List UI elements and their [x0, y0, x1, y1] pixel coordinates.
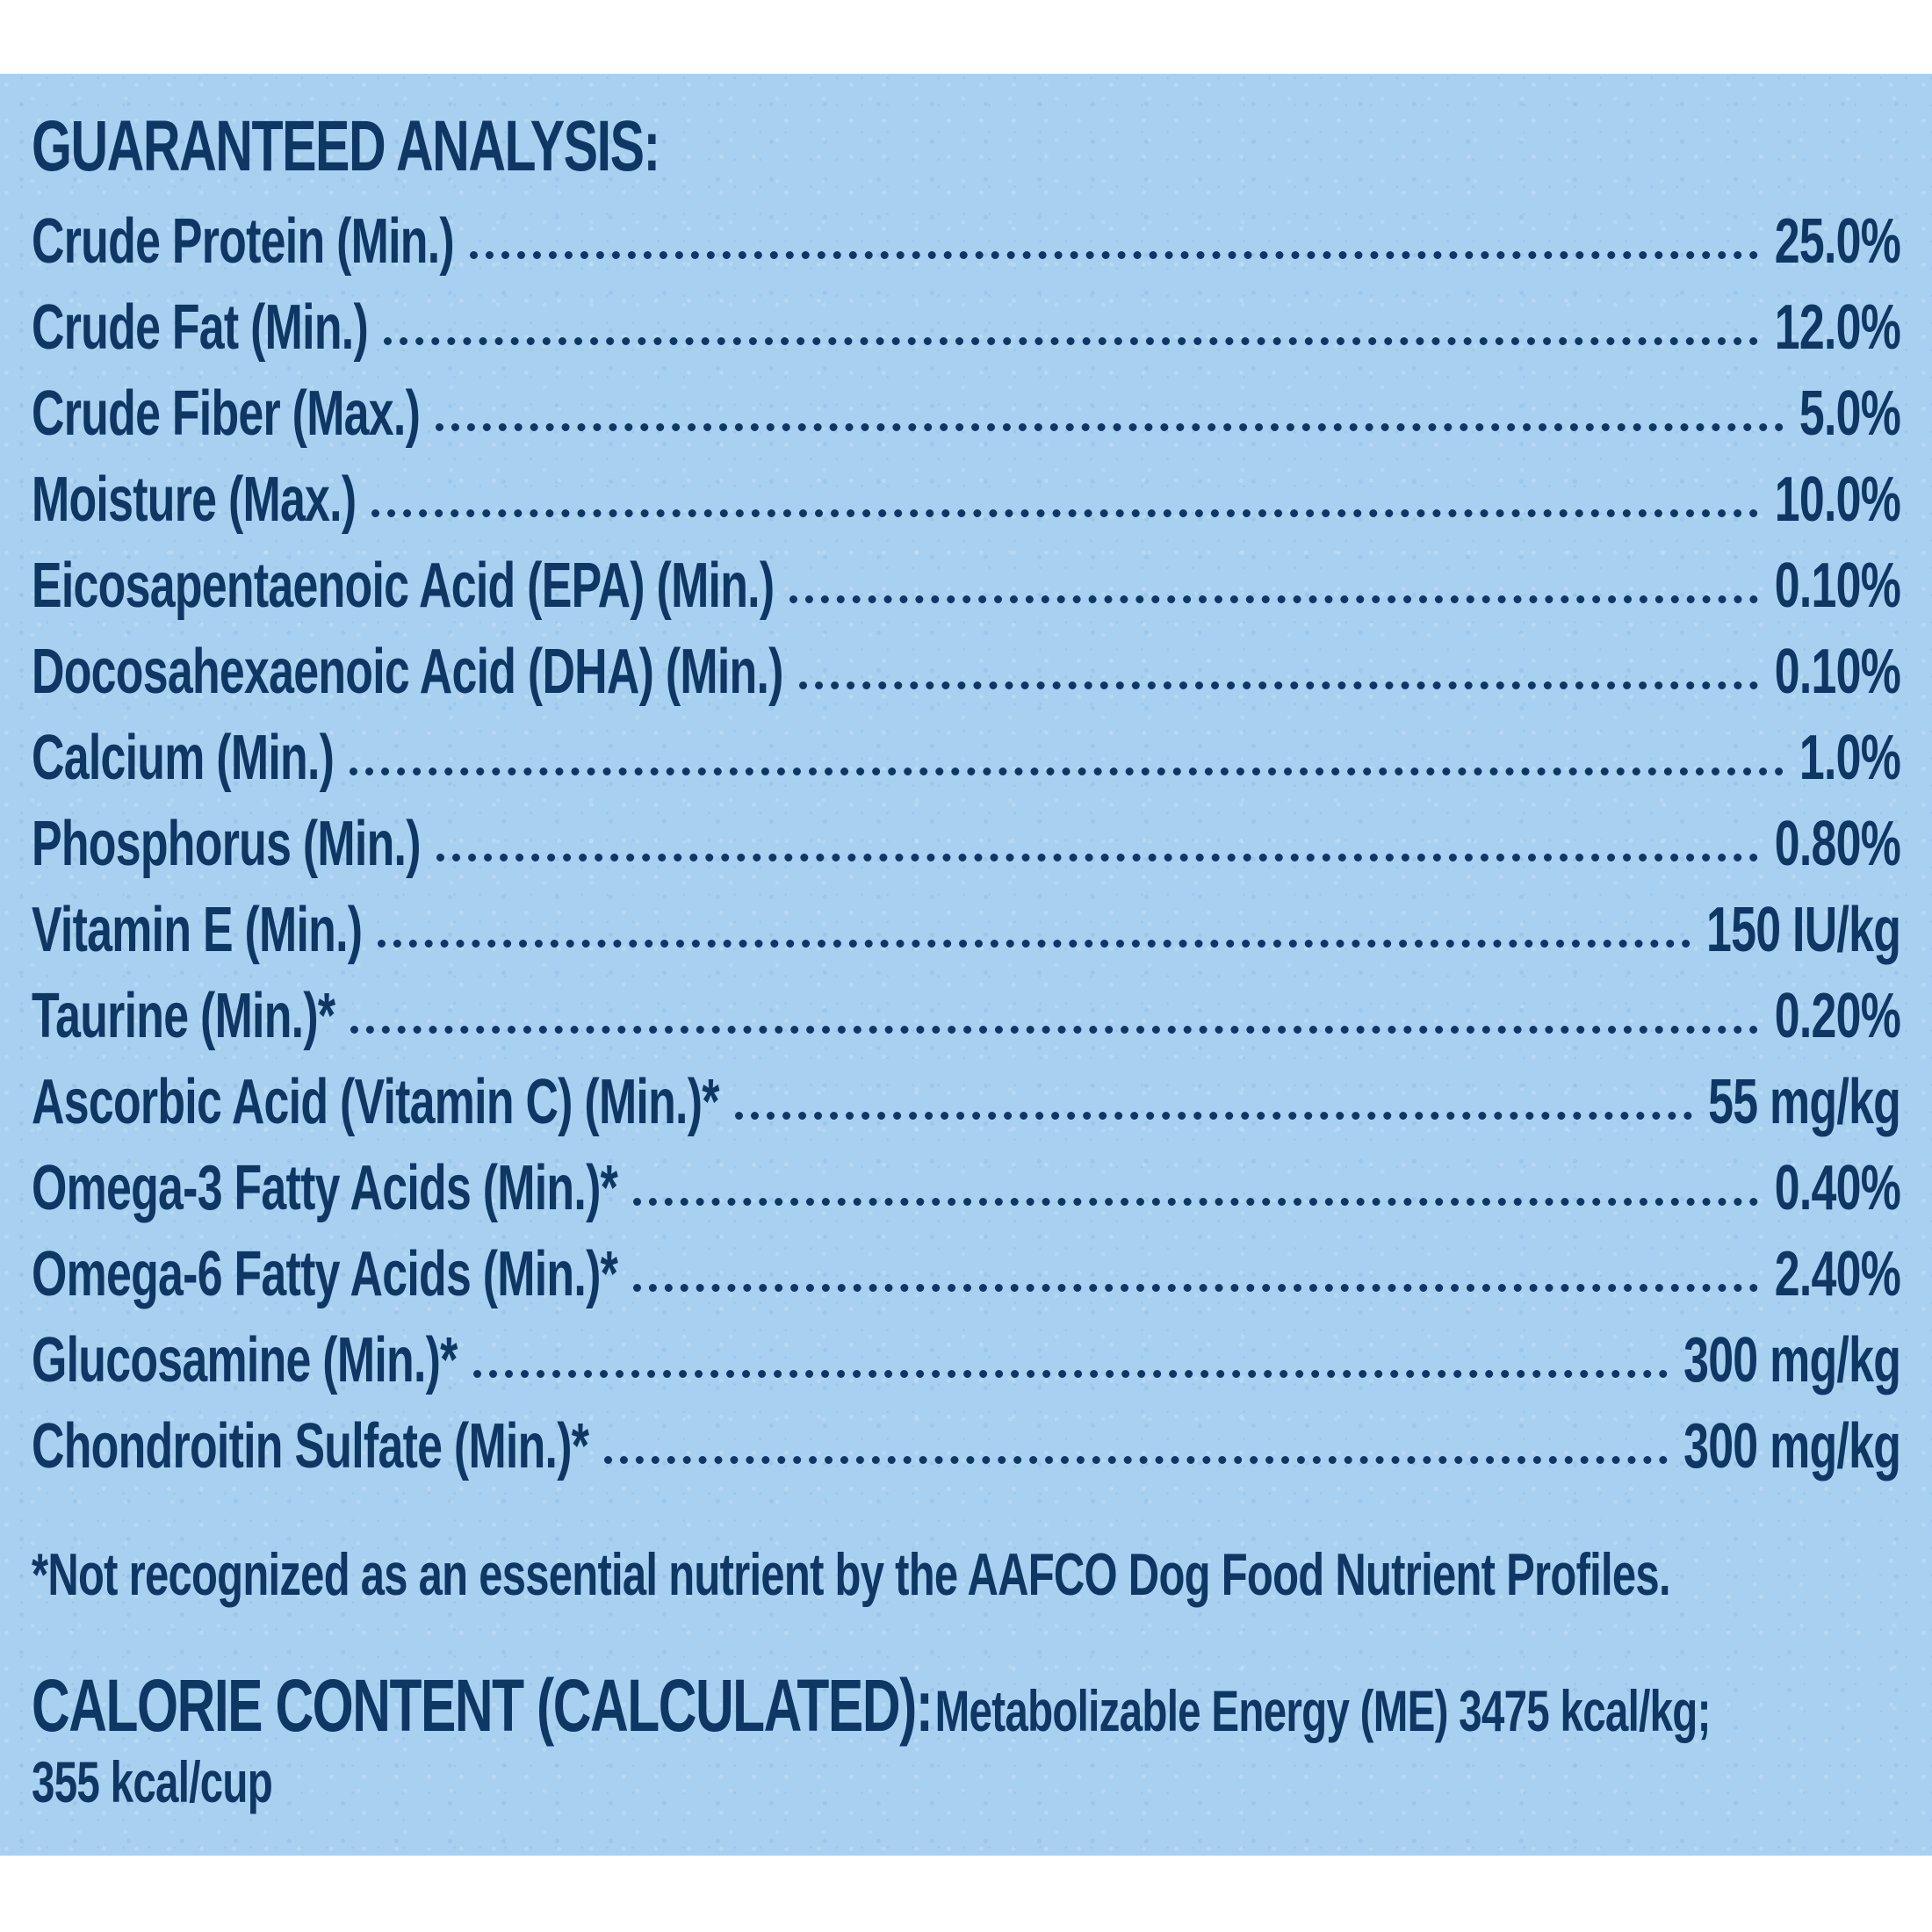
dot-leader [384, 320, 1759, 345]
dot-leader [472, 1352, 1668, 1378]
nutrient-value: 0.20% [1774, 981, 1901, 1051]
heading: GUARANTEED ANALYSIS: [32, 106, 660, 186]
calorie-title: CALORIE CONTENT (CALCULATED): [32, 1664, 934, 1747]
nutrient-value: 0.40% [1774, 1153, 1901, 1223]
calorie-text: Metabolizable Energy (ME) 3475 kcal/kg; [934, 1678, 1712, 1743]
analysis-row: Ascorbic Acid (Vitamin C) (Min.)* 55 mg/… [32, 1066, 1901, 1152]
nutrient-label: Glucosamine (Min.)* [32, 1325, 458, 1395]
nutrient-label: Omega-6 Fatty Acids (Min.)* [32, 1239, 618, 1309]
dot-leader [350, 1008, 1759, 1034]
dot-leader [371, 492, 1759, 517]
analysis-row: Moisture (Max.) 10.0% [32, 464, 1901, 550]
analysis-row: Vitamin E (Min.) 150 IU/kg [32, 894, 1901, 980]
nutrient-label: Crude Fat (Min.) [32, 292, 369, 363]
analysis-row: Omega-6 Fatty Acids (Min.)* 2.40% [32, 1238, 1901, 1324]
nutrient-label: Vitamin E (Min.) [32, 895, 363, 965]
nutrient-value: 1.0% [1799, 723, 1901, 793]
dot-leader [469, 234, 1759, 259]
dot-leader [436, 836, 1759, 861]
nutrient-label: Calcium (Min.) [32, 723, 335, 793]
analysis-row: Crude Protein (Min.) 25.0% [32, 205, 1901, 292]
dot-leader [633, 1266, 1759, 1292]
nutrient-label: Moisture (Max.) [32, 465, 357, 535]
nutrient-label: Omega-3 Fatty Acids (Min.)* [32, 1153, 618, 1223]
nutrient-value: 150 IU/kg [1705, 895, 1901, 965]
dot-leader [789, 578, 1759, 603]
nutrient-label: Docosahexaenoic Acid (DHA) (Min.) [32, 637, 783, 707]
analysis-row: Omega-3 Fatty Acids (Min.)* 0.40% [32, 1152, 1901, 1238]
dot-leader [798, 664, 1759, 689]
nutrient-value: 0.10% [1774, 637, 1901, 707]
guaranteed-analysis-panel: GUARANTEED ANALYSIS: Crude Protein (Min.… [0, 74, 1932, 1856]
nutrient-label: Phosphorus (Min.) [32, 809, 421, 879]
analysis-row: Crude Fiber (Max.) 5.0% [32, 378, 1901, 464]
nutrient-value: 12.0% [1774, 292, 1901, 363]
dot-leader [604, 1438, 1668, 1464]
analysis-row: Crude Fat (Min.) 12.0% [32, 292, 1901, 378]
analysis-row: Docosahexaenoic Acid (DHA) (Min.) 0.10% [32, 636, 1901, 722]
nutrient-value: 2.40% [1774, 1239, 1901, 1309]
analysis-row: Chondroitin Sulfate (Min.)* 300 mg/kg [32, 1410, 1901, 1496]
nutrient-value: 5.0% [1799, 378, 1901, 449]
analysis-row: Calcium (Min.) 1.0% [32, 722, 1901, 808]
calorie-text-line2: 355 kcal/cup [32, 1749, 273, 1814]
nutrient-label: Taurine (Min.)* [32, 981, 335, 1051]
nutrient-label: Crude Fiber (Max.) [32, 378, 421, 449]
nutrient-label: Eicosapentaenoic Acid (EPA) (Min.) [32, 551, 775, 621]
dot-leader [734, 1094, 1692, 1120]
analysis-list: Crude Protein (Min.) 25.0% Crude Fat (Mi… [32, 205, 1901, 1496]
nutrient-value: 300 mg/kg [1683, 1411, 1901, 1481]
nutrient-value: 0.80% [1774, 809, 1901, 879]
nutrient-label: Chondroitin Sulfate (Min.)* [32, 1411, 589, 1481]
dot-leader [633, 1180, 1759, 1206]
nutrient-value: 300 mg/kg [1683, 1325, 1901, 1395]
analysis-row: Phosphorus (Min.) 0.80% [32, 808, 1901, 894]
footnote: *Not recognized as an essential nutrient… [32, 1541, 1671, 1608]
nutrient-label: Crude Protein (Min.) [32, 206, 455, 277]
nutrient-value: 10.0% [1774, 465, 1901, 535]
analysis-row: Taurine (Min.)* 0.20% [32, 980, 1901, 1066]
nutrient-label: Ascorbic Acid (Vitamin C) (Min.)* [32, 1067, 719, 1137]
dot-leader [436, 406, 1784, 431]
analysis-row: Glucosamine (Min.)* 300 mg/kg [32, 1324, 1901, 1410]
nutrient-value: 55 mg/kg [1708, 1067, 1901, 1137]
dot-leader [350, 750, 1784, 775]
nutrient-value: 25.0% [1774, 206, 1901, 277]
calorie-content: CALORIE CONTENT (CALCULATED): Metaboliza… [32, 1663, 1932, 1815]
analysis-row: Eicosapentaenoic Acid (EPA) (Min.) 0.10% [32, 550, 1901, 636]
nutrient-value: 0.10% [1774, 551, 1901, 621]
dot-leader [378, 922, 1690, 948]
